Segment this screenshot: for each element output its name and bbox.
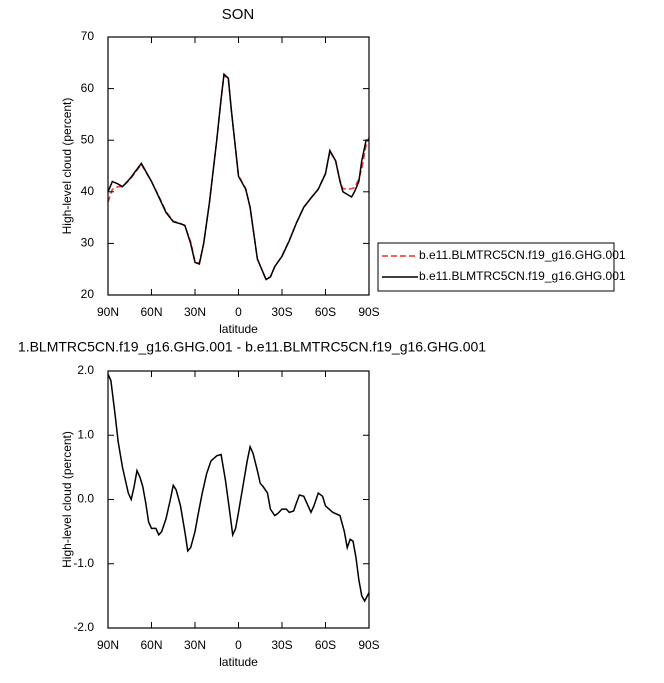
y-tick-label: -2.0 bbox=[73, 620, 94, 634]
legend-box bbox=[377, 242, 615, 292]
x-tick-label: 90S bbox=[358, 638, 379, 652]
y-tick-label: -1.0 bbox=[73, 556, 94, 570]
legend-label: b.e11.BLMTRC5CN.f19_g16.GHG.001 bbox=[419, 248, 626, 262]
x-tick-label: 60S bbox=[315, 638, 336, 652]
plot-frame bbox=[107, 370, 370, 629]
chart-title: SON bbox=[222, 6, 255, 23]
y-axis-label: High-level cloud (percent) bbox=[60, 98, 74, 235]
x-tick-label: 90N bbox=[97, 305, 119, 319]
x-tick-label: 30S bbox=[271, 638, 292, 652]
x-tick-label: 30N bbox=[184, 305, 206, 319]
y-tick-label: 30 bbox=[81, 236, 95, 250]
x-tick-label: 0 bbox=[235, 638, 242, 652]
y-tick-label: 70 bbox=[81, 29, 95, 43]
y-tick-label: 60 bbox=[81, 81, 95, 95]
data-line bbox=[107, 373, 370, 603]
x-tick-label: 90N bbox=[97, 638, 119, 652]
y-tick-label: 50 bbox=[81, 132, 95, 146]
x-tick-label: 0 bbox=[235, 305, 242, 319]
x-axis-label: latitude bbox=[219, 322, 258, 336]
y-axis-label: High-level cloud (percent) bbox=[60, 431, 74, 568]
plot-frame bbox=[107, 36, 370, 296]
x-tick-label: 30S bbox=[271, 305, 292, 319]
x-tick-label: 60N bbox=[140, 305, 162, 319]
chart-title: 1.BLMTRC5CN.f19_g16.GHG.001 - b.e11.BLMT… bbox=[18, 339, 486, 355]
x-tick-label: 60N bbox=[140, 638, 162, 652]
legend-label: b.e11.BLMTRC5CN.f19_g16.GHG.001 bbox=[419, 269, 626, 283]
x-axis-label: latitude bbox=[219, 655, 258, 669]
y-tick-label: 2.0 bbox=[77, 363, 94, 377]
y-tick-label: 1.0 bbox=[77, 427, 94, 441]
x-tick-label: 90S bbox=[358, 305, 379, 319]
y-tick-label: 0.0 bbox=[77, 492, 94, 506]
y-tick-label: 40 bbox=[81, 184, 95, 198]
x-tick-label: 60S bbox=[315, 305, 336, 319]
y-tick-label: 20 bbox=[81, 287, 95, 301]
data-line bbox=[107, 72, 369, 281]
x-tick-label: 30N bbox=[184, 638, 206, 652]
